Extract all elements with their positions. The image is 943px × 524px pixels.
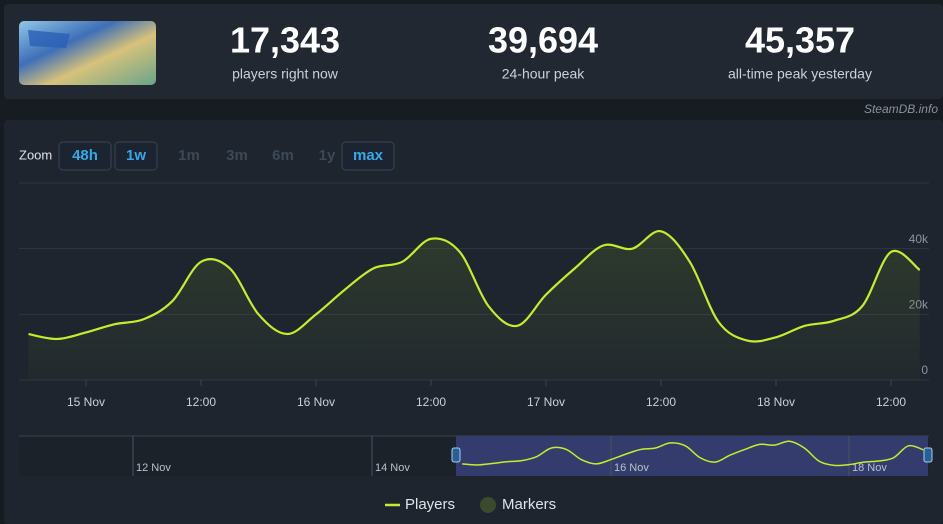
zoom-option: 1y <box>319 147 336 164</box>
navigator-line <box>462 440 924 467</box>
cover-logo <box>28 30 70 48</box>
watermark: SteamDB.info <box>864 102 938 116</box>
zoom-option[interactable]: max <box>353 147 384 164</box>
navigator-handle[interactable] <box>451 447 461 463</box>
x-tick-label: 12:00 <box>186 395 216 409</box>
x-tick-label: 12:00 <box>876 395 906 409</box>
zoom-button[interactable] <box>341 141 395 171</box>
navigator-label: 18 Nov <box>852 462 887 474</box>
x-tick-label: 15 Nov <box>67 395 105 409</box>
stat-label: all-time peak yesterday <box>728 66 872 82</box>
x-tick-label: 17 Nov <box>527 395 565 409</box>
series-area <box>28 231 920 380</box>
series-line <box>28 230 921 343</box>
zoom-button[interactable] <box>58 141 112 171</box>
navigator-label: 14 Nov <box>375 462 410 474</box>
legend-swatch <box>480 497 496 513</box>
legend-label[interactable]: Players <box>405 496 455 513</box>
x-tick-label: 16 Nov <box>297 395 335 409</box>
stat-label: players right now <box>232 66 339 82</box>
stats-panel <box>4 4 943 99</box>
zoom-option: 3m <box>226 147 248 164</box>
zoom-option[interactable]: 48h <box>72 147 98 164</box>
x-tick-label: 12:00 <box>646 395 676 409</box>
legend-label[interactable]: Markers <box>502 496 556 513</box>
zoom-option: 6m <box>272 147 294 164</box>
y-tick-label: 0 <box>921 363 928 377</box>
navigator-handle[interactable] <box>923 447 933 463</box>
navigator-label: 16 Nov <box>614 462 649 474</box>
x-tick-label: 18 Nov <box>757 395 795 409</box>
stat-value: 17,343 <box>230 20 340 61</box>
zoom-option: 1m <box>178 147 200 164</box>
zoom-button[interactable] <box>114 141 158 171</box>
game-cover <box>19 21 156 85</box>
stat-value: 45,357 <box>745 20 855 61</box>
y-tick-label: 40k <box>909 232 929 246</box>
navigator-label: 12 Nov <box>136 462 171 474</box>
stat-value: 39,694 <box>488 20 598 61</box>
x-tick-label: 12:00 <box>416 395 446 409</box>
zoom-label: Zoom <box>19 147 52 162</box>
stat-label: 24-hour peak <box>502 66 586 82</box>
zoom-option[interactable]: 1w <box>126 147 146 164</box>
